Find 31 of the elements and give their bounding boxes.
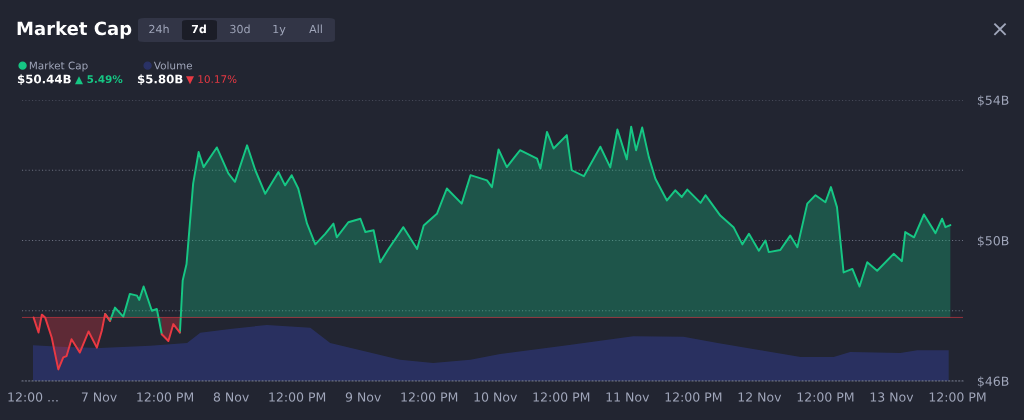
x-tick-label: 12:00 PM [269, 392, 326, 402]
text: ▲ 5.49% [75, 75, 123, 85]
x-tick-label: 12:00 PM [533, 392, 590, 402]
x-tick-label: 13 Nov [870, 392, 914, 402]
text: 7d [191, 24, 206, 34]
x-tick-label: 12:00 PM [401, 392, 458, 402]
text: 24h [149, 24, 169, 34]
text: 1y [273, 24, 286, 36]
legend-label: Market Cap [29, 61, 88, 72]
text: $5.80B [137, 74, 183, 85]
text: $50.44B [17, 74, 71, 85]
x-tick-label: 12 Nov [738, 392, 782, 402]
x-tick-label: 8 Nov [213, 392, 249, 402]
x-tick-label: 12:00 ... [8, 392, 58, 402]
x-tick-label: 7 Nov [81, 392, 117, 402]
y-tick-label: $50B [977, 235, 1009, 248]
x-tick-label: 12:00 PM [929, 392, 986, 402]
chart-title: Market Cap [17, 21, 132, 39]
legend-label: Volume [153, 61, 193, 70]
text: All [309, 24, 322, 34]
x-tick-label: 12:00 PM [665, 392, 722, 402]
x-tick-label: 10 Nov [474, 392, 518, 402]
text: ▼ 10.17% [186, 75, 237, 85]
x-tick-label: 12:00 PM [137, 392, 194, 402]
x-tick-label: 9 Nov [345, 392, 381, 402]
x-tick-label: 12:00 PM [797, 392, 854, 402]
text: 30d [230, 24, 250, 34]
y-tick-label: $46B [977, 376, 1009, 388]
text: × [993, 22, 1007, 36]
y-tick-label: $54B [977, 95, 1009, 107]
x-tick-label: 11 Nov [606, 392, 650, 402]
